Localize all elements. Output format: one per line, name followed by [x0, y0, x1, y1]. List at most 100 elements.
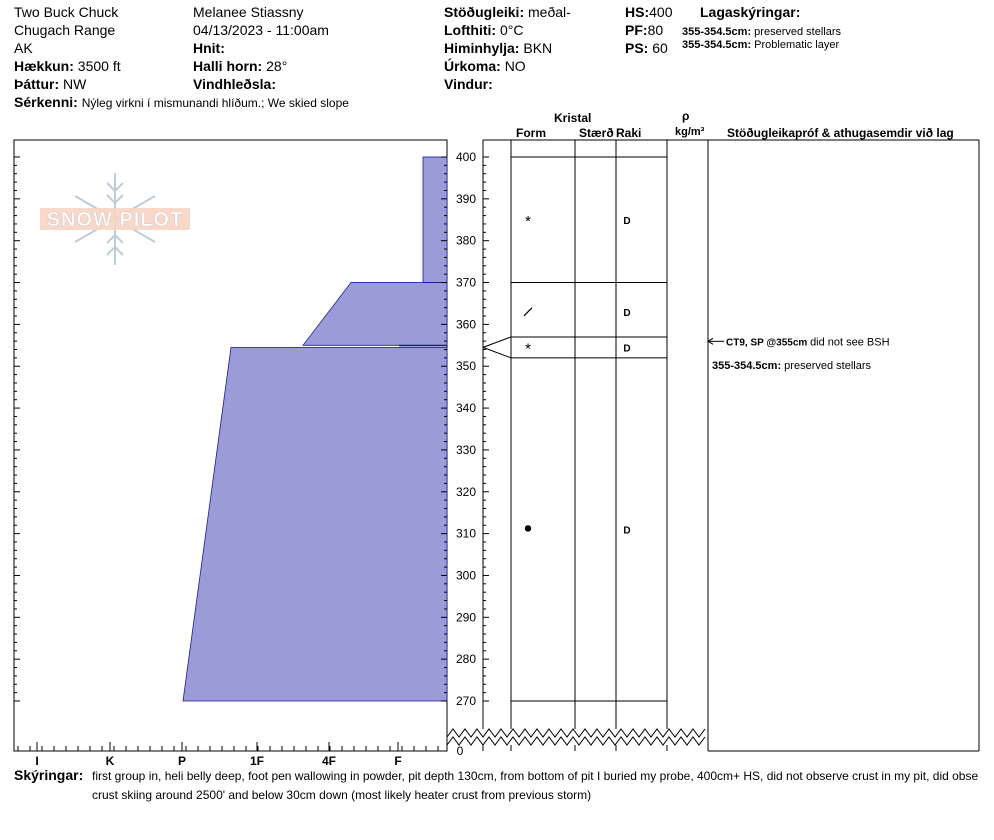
y-tick-label: 330	[456, 443, 476, 457]
stability-label: Stöðugleiki:	[444, 4, 525, 20]
air-temp-label: Lofthiti:	[444, 22, 497, 38]
grain-symbol-precip: *	[525, 213, 531, 230]
grain-symbol-precip: *	[525, 340, 531, 357]
y-tick-label: 360	[456, 317, 476, 331]
moisture-code: D	[623, 343, 630, 354]
hardness-bar-layer-4	[182, 346, 448, 702]
pf-value: 80	[647, 22, 664, 38]
y-tick-label: 300	[456, 568, 476, 582]
grain-symbol-fragment	[523, 307, 533, 317]
hs-value: 400	[649, 4, 673, 20]
layer-connector	[482, 336, 512, 348]
hardness-scale-label: P	[178, 754, 186, 768]
aspect-label: Þáttur:	[14, 76, 60, 92]
crystal-header: Kristal	[554, 111, 592, 125]
y-tick-label: 270	[456, 694, 476, 708]
hs-label: HS:	[625, 4, 650, 20]
hardness-scale-label: K	[106, 754, 115, 768]
precip-value: NO	[504, 58, 526, 74]
y-tick-label: 350	[456, 359, 476, 373]
range-name: Chugach Range	[14, 22, 116, 38]
comments-line-2: crust skiing around 2500' and below 30cm…	[92, 788, 592, 802]
hardness-scale-label: 4F	[322, 754, 336, 768]
hardness-bar-layer-2	[302, 282, 448, 346]
pf-label: PF:	[625, 22, 648, 38]
sky-label: Himinhylja:	[444, 40, 520, 56]
break-line-top	[446, 728, 706, 738]
features-value: Nýleg virkni í mismunandi hlíðum.; We sk…	[81, 96, 349, 110]
pf-row: PF:80	[625, 22, 663, 39]
y-tick-label: 280	[456, 652, 476, 666]
hs-row: HS:400	[625, 4, 672, 21]
layer-note-2-text: Problematic layer	[754, 39, 840, 51]
sky-value: BKN	[523, 40, 553, 56]
comments-label: Skýringar:	[14, 767, 84, 783]
y-tick-label: 380	[456, 234, 476, 248]
moisture-code: D	[623, 525, 630, 536]
layer-note-1-text: preserved stellars	[754, 26, 841, 38]
layer-table	[482, 139, 980, 752]
layer-notes-title: Lagaskýringar:	[700, 4, 801, 20]
aspect-row: Þáttur: NW	[14, 76, 86, 93]
hardness-scale-label: I	[35, 754, 38, 768]
air-temp-row: Lofthiti: 0°C	[444, 22, 523, 39]
layer-comment-text: preserved stellars	[784, 360, 871, 372]
layer-connector	[482, 346, 512, 359]
grain-symbols: **	[523, 213, 533, 532]
slope-value: 28°	[266, 58, 288, 74]
precip-row: Úrkoma: NO	[444, 58, 526, 75]
air-temp-value: 0°C	[499, 22, 524, 38]
ps-value: 60	[652, 40, 668, 56]
stability-value: meðal-	[528, 4, 571, 20]
y-zero-label: 0	[457, 744, 464, 758]
y-tick-label: 370	[456, 276, 476, 290]
slope-label: Halli horn:	[193, 58, 263, 74]
layer-comment-label: 355-354.5cm: preserved stellars	[712, 360, 871, 372]
stability-test-comment: did not see BSH	[810, 336, 890, 348]
y-tick-label: 400	[456, 150, 476, 164]
test-pointer-arrow	[707, 337, 714, 345]
slope-row: Halli horn: 28°	[193, 58, 287, 75]
location-name: Two Buck Chuck	[14, 4, 119, 20]
wind-label: Vindur:	[444, 76, 493, 92]
hardness-bar-layer-3	[399, 344, 447, 347]
tests-header: Stöðugleikapróf & athugasemdir við lag	[727, 126, 954, 140]
elevation-value: 3500 ft	[77, 58, 121, 74]
sky-row: Himinhylja: BKN	[444, 40, 552, 57]
state: AK	[14, 40, 33, 56]
rho-header: ρ	[682, 109, 690, 123]
hardness-scale-label: 1F	[250, 754, 264, 768]
moisture-code: D	[623, 308, 630, 319]
comments-line-1: first group in, heli belly deep, foot pe…	[92, 769, 979, 783]
ps-row: PS: 60	[625, 40, 668, 57]
break-zigzag	[446, 728, 707, 746]
features-row: Sérkenni: Nýleg virkni í mismunandi hlíð…	[14, 94, 349, 112]
layer-boundaries	[482, 156, 667, 702]
elevation-row: Hækkun: 3500 ft	[14, 58, 121, 75]
hardness-bar-layer-1	[422, 156, 448, 283]
y-tick-label: 340	[456, 401, 476, 415]
snowflake-icon	[74, 173, 156, 265]
wind-loading-label: Vindhleðsla:	[193, 76, 276, 92]
elevation-label: Hækkun:	[14, 58, 74, 74]
layer-note-1: 355-354.5cm: preserved stellars	[682, 24, 841, 41]
observer: Melanee Stiassny	[193, 4, 304, 20]
layer-note-2-range: 355-354.5cm:	[682, 39, 752, 51]
layer-note-2: 355-354.5cm: Problematic layer	[682, 37, 839, 54]
depth-axis: 400 390 380 370 360 350 340 330 320 310 300 290 280 2…	[14, 150, 476, 758]
snowpilot-logo-text: SNOW PILOT	[47, 209, 184, 231]
density-unit-header: kg/m³	[675, 126, 705, 138]
features-label: Sérkenni:	[14, 94, 78, 110]
moisture-code: D	[623, 216, 630, 227]
form-header: Form	[516, 126, 546, 140]
grain-symbol-rounded	[524, 525, 532, 532]
stability-test-code: CT9, SP @355cm	[726, 337, 810, 348]
stability-tests: CT9, SP @355cm did not see BSH 355-354.5c…	[707, 336, 890, 372]
datetime: 04/13/2023 - 11:00am	[193, 22, 329, 38]
ps-label: PS:	[625, 40, 649, 56]
moisture-header: Raki	[616, 126, 642, 140]
layer-comment-range: 355-354.5cm:	[712, 360, 784, 372]
y-tick-label: 390	[456, 192, 476, 206]
precip-label: Úrkoma:	[444, 58, 501, 74]
